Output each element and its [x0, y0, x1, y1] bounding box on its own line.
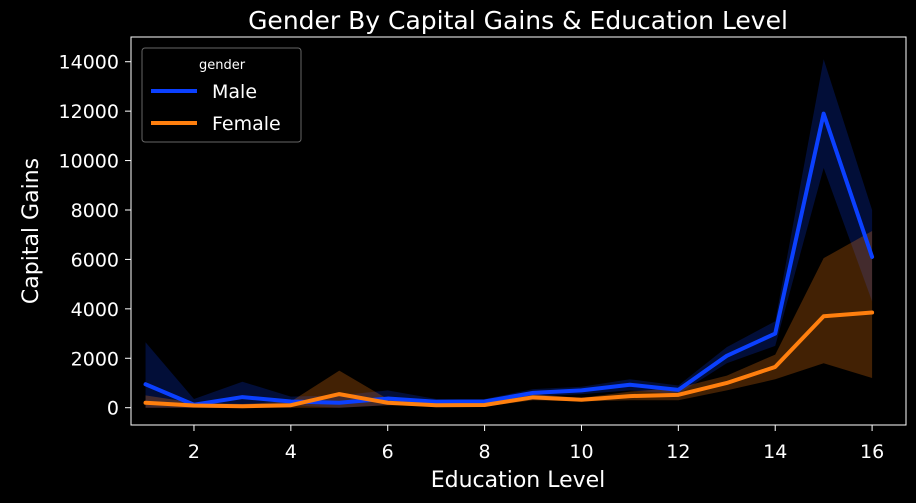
y-tick-label: 12000 [59, 101, 119, 123]
legend-label-male: Male [212, 81, 257, 103]
x-tick-label: 12 [666, 441, 690, 463]
legend: gender Male Female [141, 47, 302, 143]
legend-label-female: Female [212, 113, 281, 135]
y-axis-ticks: 0 2000 4000 6000 8000 10000 12000 14000 [59, 52, 131, 420]
y-tick-label: 4000 [71, 299, 119, 321]
x-tick-label: 14 [763, 441, 787, 463]
x-tick-label: 10 [569, 441, 593, 463]
x-axis-label: Education Level [431, 468, 606, 493]
series-line-female [143, 310, 875, 409]
y-tick-label: 0 [107, 398, 119, 420]
y-axis-label: Capital Gains [19, 158, 44, 304]
x-tick-label: 2 [188, 441, 200, 463]
x-tick-label: 8 [479, 441, 491, 463]
legend-box [141, 47, 302, 143]
legend-title: gender [199, 58, 246, 73]
x-tick-label: 6 [382, 441, 394, 463]
chart-title: Gender By Capital Gains & Education Leve… [248, 6, 788, 35]
y-tick-label: 2000 [71, 348, 119, 370]
y-tick-label: 10000 [59, 151, 119, 173]
x-tick-label: 4 [285, 441, 297, 463]
series-lines [143, 111, 875, 409]
y-tick-label: 8000 [71, 200, 119, 222]
plot-frame [130, 36, 907, 426]
y-tick-label: 14000 [59, 52, 119, 74]
x-tick-label: 16 [860, 441, 884, 463]
x-axis-ticks: 2 4 6 8 10 12 14 16 [188, 425, 884, 463]
series-line-male [143, 111, 875, 407]
y-tick-label: 6000 [71, 249, 119, 271]
